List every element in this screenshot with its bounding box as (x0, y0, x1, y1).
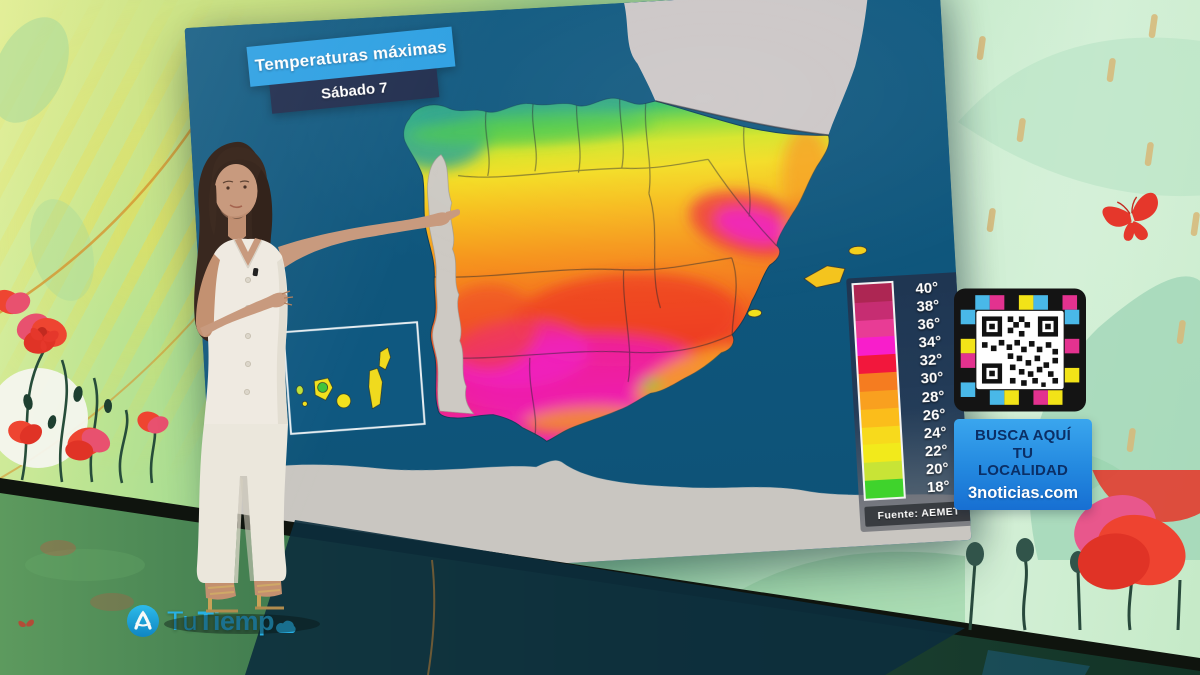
vest-buttons (244, 276, 252, 395)
province-borders (434, 99, 777, 439)
qr-panel: BUSCA AQUÍ TU LOCALIDAD 3noticias.com (954, 288, 1094, 511)
presenter-pointing-arm (278, 209, 460, 268)
canary-islands-map (295, 346, 391, 410)
qr-caption-line3: LOCALIDAD (977, 462, 1069, 480)
lavalier-mic (252, 267, 259, 277)
qr-color-ring (960, 295, 1080, 405)
temperature-legend: 40° 38° 36° 34° 32° 30° 28° 26° 24° 22° 20° 18° Fue… (846, 271, 972, 533)
pointing-hand (446, 209, 460, 221)
legend-swatch (855, 318, 895, 339)
gesturing-hand (268, 292, 288, 308)
antena3-icon (127, 605, 159, 637)
qr-code (954, 288, 1086, 412)
tutiempo-logo: TuTiemp (126, 604, 297, 638)
qr-modules (981, 316, 1059, 387)
presenter-pants (196, 424, 288, 583)
qr-url: 3noticias.com (967, 484, 1079, 503)
floor-shadow (164, 614, 320, 634)
qr-info-box: BUSCA AQUÍ TU LOCALIDAD 3noticias.com (954, 419, 1092, 511)
cloud-icon (276, 620, 296, 633)
legend-swatch (854, 300, 894, 321)
presenter-bent-arm (195, 254, 294, 338)
presenter-face (214, 164, 258, 220)
legend-swatch (853, 282, 893, 303)
canary-islands-inset (282, 321, 426, 436)
legend-swatch (856, 336, 896, 357)
presenter-neck (228, 214, 246, 241)
legend-swatch (859, 389, 899, 410)
france-landmass (624, 0, 869, 136)
legend-swatch (860, 407, 900, 428)
presenter-fringe (211, 146, 267, 186)
qr-caption-line1: BUSCA AQUÍ (975, 427, 1071, 444)
legend-swatch (858, 371, 898, 392)
logo-text-tu: Tu (167, 606, 198, 637)
qr-caption-line2: TU (1012, 444, 1034, 462)
balearic-islands (747, 245, 868, 318)
legend-swatch (861, 425, 901, 446)
legend-swatch (857, 354, 897, 375)
legend-swatch (864, 478, 904, 499)
weather-presenter (164, 141, 460, 634)
tutiempo-wordmark: TuTiemp (167, 606, 297, 637)
presenter-sandals (205, 581, 284, 613)
legend-swatch (862, 443, 902, 464)
legend-swatch (863, 460, 903, 481)
